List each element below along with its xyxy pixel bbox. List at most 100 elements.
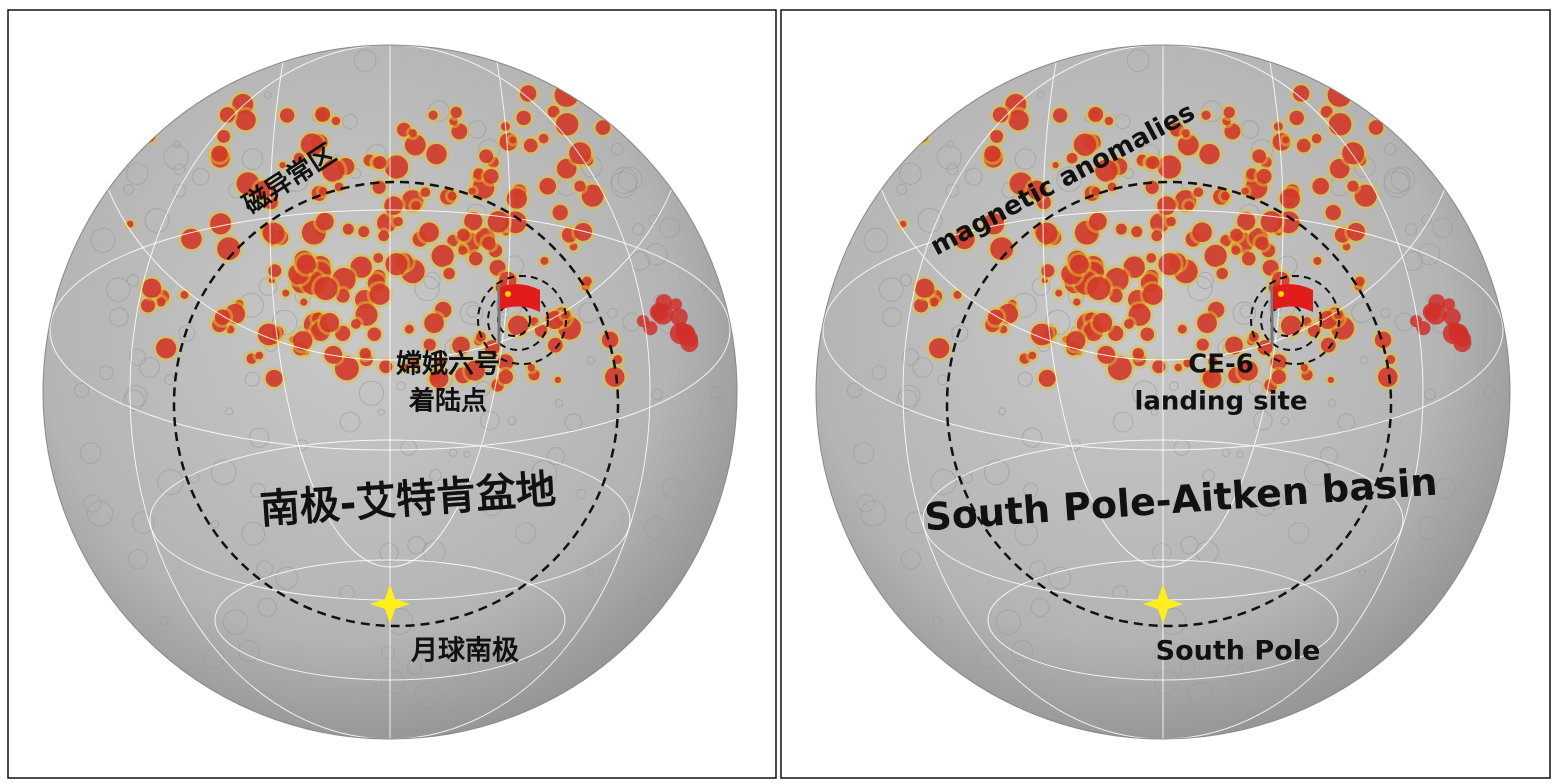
anomaly — [1199, 143, 1220, 165]
crater — [631, 223, 645, 236]
anomaly — [574, 222, 593, 241]
anomaly — [1181, 129, 1190, 138]
anomaly — [1230, 228, 1243, 242]
crater — [139, 357, 161, 378]
graticule — [902, 45, 1424, 739]
anomaly — [1328, 113, 1352, 136]
crater — [317, 500, 331, 514]
landing-label: CE-6 — [1188, 350, 1254, 380]
anomaly — [953, 290, 962, 299]
crater — [210, 520, 220, 529]
anomaly — [914, 278, 935, 298]
south-pole-label: South Pole — [1156, 636, 1321, 667]
crater — [1359, 568, 1367, 576]
crater — [1048, 566, 1072, 590]
crater — [172, 183, 187, 198]
crater — [983, 520, 993, 529]
anomaly — [498, 369, 513, 385]
crater — [1380, 307, 1391, 319]
anomaly — [300, 298, 308, 306]
crater — [879, 277, 904, 302]
crater — [1154, 645, 1169, 660]
crater — [1152, 542, 1172, 563]
crater — [863, 227, 889, 253]
anomaly — [296, 254, 316, 274]
anomaly — [1355, 276, 1365, 286]
crater — [339, 584, 355, 601]
anomaly — [1280, 315, 1302, 337]
anomaly — [1255, 236, 1269, 250]
crater — [1030, 597, 1050, 617]
anomaly — [1257, 340, 1273, 356]
anomaly — [990, 237, 1014, 261]
crater — [651, 388, 663, 401]
anomaly — [1115, 223, 1127, 235]
crater — [123, 183, 135, 195]
crater — [414, 275, 440, 302]
anomaly — [604, 367, 625, 387]
anomaly — [983, 213, 1005, 235]
crater — [159, 616, 169, 626]
anomaly — [450, 106, 462, 119]
crater — [163, 144, 189, 170]
crater — [1236, 450, 1244, 458]
anomaly — [1066, 331, 1086, 351]
anomaly — [420, 187, 431, 198]
crater — [856, 494, 875, 513]
anomaly — [506, 188, 527, 209]
anomaly — [1311, 133, 1322, 144]
anomaly — [1151, 230, 1163, 242]
crater — [1153, 669, 1179, 695]
anomaly — [235, 109, 256, 131]
crater — [610, 142, 624, 156]
crater — [481, 495, 503, 517]
crater — [1023, 482, 1039, 498]
flag — [500, 284, 540, 312]
crater — [683, 545, 696, 558]
crater — [1159, 608, 1187, 635]
landing-label: 着陆点 — [408, 386, 487, 417]
crater — [1418, 243, 1441, 266]
graticule — [822, 209, 1504, 451]
crater — [917, 207, 943, 233]
crater — [554, 398, 564, 408]
anomaly — [373, 253, 384, 263]
anomaly — [423, 338, 436, 351]
anomaly — [1073, 298, 1081, 306]
anomaly — [1036, 222, 1058, 245]
landing-ring — [487, 289, 549, 351]
crater — [125, 162, 149, 185]
crater — [144, 207, 170, 233]
anomaly — [358, 226, 370, 238]
crater — [1327, 398, 1337, 408]
landing-ring — [1260, 289, 1322, 351]
crater — [79, 442, 102, 464]
anomaly — [595, 120, 611, 135]
graticule — [269, 45, 511, 568]
crater — [358, 380, 385, 406]
crater — [661, 477, 683, 499]
anomaly — [464, 212, 483, 231]
crater — [1473, 282, 1483, 291]
crater — [263, 91, 272, 99]
crater — [108, 307, 129, 328]
crater — [381, 645, 396, 660]
crater — [98, 365, 114, 381]
anomaly — [1107, 182, 1117, 192]
crater — [256, 560, 274, 578]
crater — [515, 522, 537, 544]
anomaly — [1146, 156, 1160, 170]
anomaly — [1132, 347, 1144, 360]
anomaly — [393, 216, 403, 227]
anomaly — [1095, 159, 1118, 182]
anomaly — [555, 113, 579, 136]
crater — [644, 516, 668, 540]
anomaly — [1320, 337, 1336, 353]
crater — [225, 407, 234, 416]
anomaly — [1066, 152, 1078, 164]
crater — [578, 302, 600, 324]
crater — [173, 163, 186, 176]
crater — [377, 408, 385, 416]
crater — [1456, 545, 1469, 558]
